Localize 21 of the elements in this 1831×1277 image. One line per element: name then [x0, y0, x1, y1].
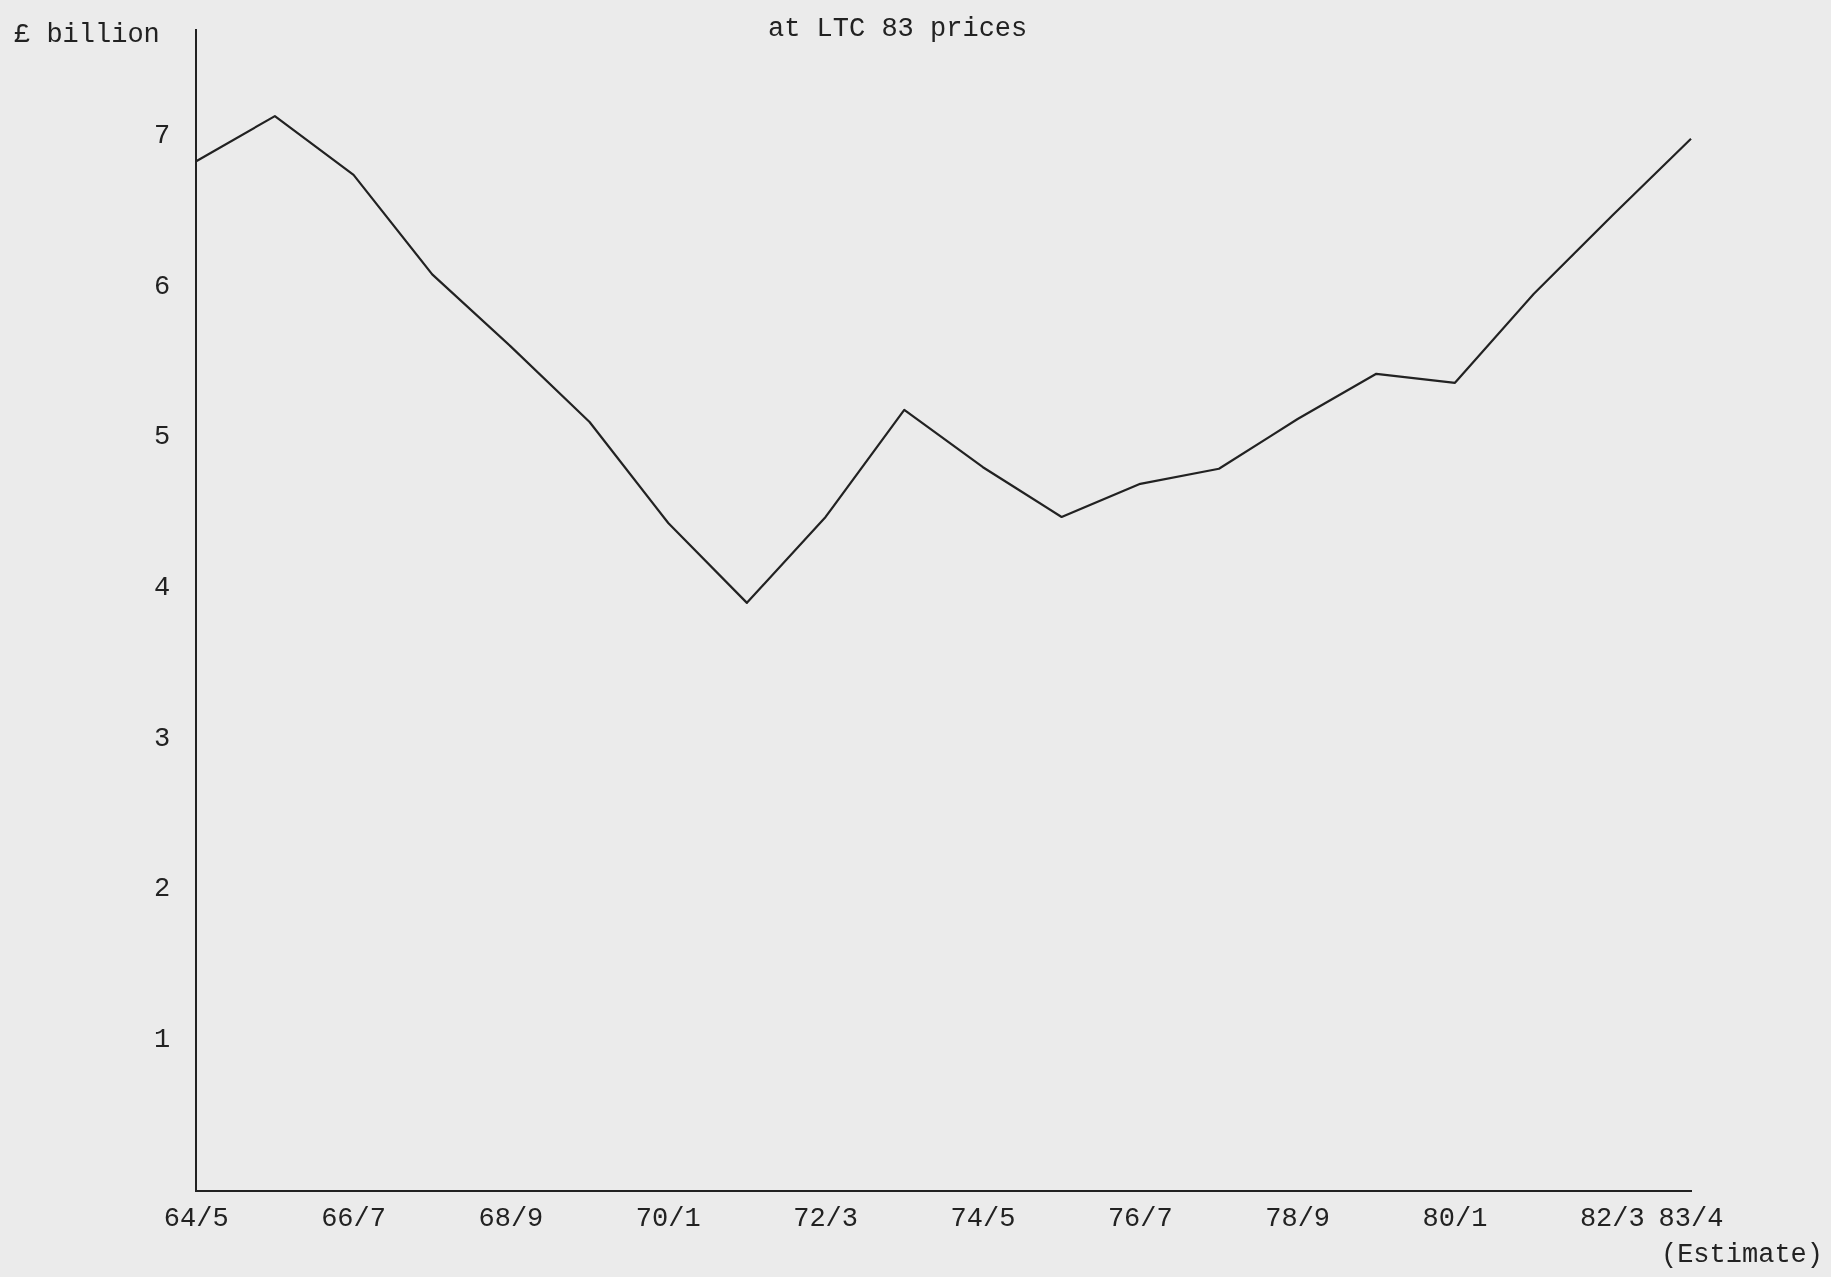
x-tick-label: 68/9: [478, 1203, 544, 1234]
y-tick-label: 6: [154, 271, 171, 302]
text: (Estimate): [1660, 1240, 1823, 1270]
x-tick-label: 78/9: [1265, 1203, 1331, 1234]
x-tick-label: 82/3: [1579, 1203, 1645, 1234]
y-tick-label: 5: [154, 422, 171, 453]
y-tick-label: 7: [154, 120, 171, 151]
y-tick-label: 3: [154, 723, 171, 754]
y-axis-title: £ billion: [14, 20, 160, 50]
y-tick-label: 4: [154, 572, 171, 603]
x-tick-label: 70/1: [635, 1203, 701, 1234]
y-tick-label: 2: [154, 874, 171, 905]
x-tick-label: 72/3: [793, 1203, 858, 1234]
x-tick-label: 66/7: [321, 1203, 386, 1234]
x-tick-label: 76/7: [1107, 1203, 1173, 1234]
chart-title: at LTC 83 prices: [768, 14, 1028, 44]
x-tick-label: 80/1: [1422, 1203, 1488, 1234]
x-tick-label: 83/4: [1658, 1203, 1724, 1234]
x-tick-label: 64/5: [163, 1203, 229, 1234]
x-tick-label: 74/5: [950, 1203, 1016, 1234]
y-tick-label: 1: [154, 1025, 171, 1056]
